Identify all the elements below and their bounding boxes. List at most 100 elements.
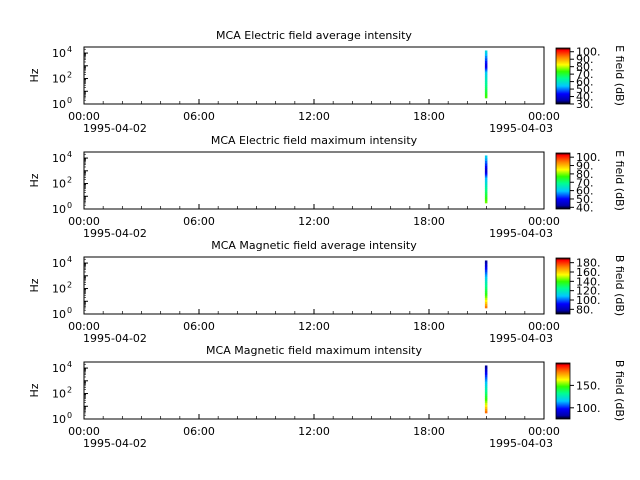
spectral-cell (484, 383, 488, 386)
spectral-cell (484, 276, 488, 279)
x-tick-label: 00:00 (528, 320, 560, 333)
plot-area (83, 256, 545, 315)
spectral-cell (484, 177, 488, 180)
colorbar-tick-label: 40. (576, 201, 594, 214)
y-tick-exponent: 4 (67, 150, 72, 159)
y-tick-exponent: 0 (67, 201, 72, 210)
spectral-cell (484, 198, 488, 202)
spectral-cell (484, 393, 488, 397)
x-date-label: 1995-04-03 (489, 437, 553, 450)
spectral-cell (484, 171, 488, 174)
spectral-cell (484, 76, 488, 80)
colorbar-tick-label: 70. (576, 176, 594, 189)
y-tick-label: 10 (52, 388, 66, 401)
y-tick-exponent: 2 (67, 386, 72, 395)
spectral-cell (484, 53, 488, 56)
colorbar-tick-label: 160. (576, 266, 601, 279)
panel-2: MCA Electric field maximum intensity 10 0 1… (28, 134, 626, 240)
y-axis-label: Hz (28, 278, 41, 292)
spectral-cell (484, 55, 488, 59)
spectral-cell (484, 266, 488, 269)
spectral-cell (484, 181, 488, 185)
x-tick-label: 06:00 (183, 320, 215, 333)
y-tick-exponent: 2 (67, 281, 72, 290)
y-tick-label: 10 (52, 152, 66, 165)
spectral-cell (484, 280, 488, 283)
spectral-cell (484, 365, 488, 368)
spectral-cell (484, 378, 488, 382)
panel-title: MCA Electric field maximum intensity (211, 134, 418, 147)
spectral-cell (484, 194, 488, 197)
colorbar-tick-label: 80. (576, 61, 594, 74)
colorbar-label: B field (dB) (613, 360, 626, 421)
spectral-cell (484, 160, 488, 164)
spectral-cell (484, 66, 488, 69)
x-tick-label: 06:00 (183, 425, 215, 438)
spectral-cell (484, 395, 488, 399)
spectral-cell (484, 263, 488, 266)
spectral-cell (484, 69, 488, 71)
spectral-cell (484, 179, 488, 183)
x-tick-label: 12:00 (298, 425, 330, 438)
colorbar-tick-label: 150. (576, 379, 601, 392)
spectral-cell (484, 373, 488, 376)
colorbar (555, 47, 571, 105)
x-date-label: 1995-04-03 (489, 332, 553, 345)
x-date-label: 1995-04-03 (489, 227, 553, 240)
x-date-label: 1995-04-02 (83, 332, 147, 345)
x-tick-label: 00:00 (68, 110, 100, 123)
spectral-cell (484, 188, 488, 191)
spectral-cell (484, 63, 488, 67)
colorbar-tick-label: 140. (576, 275, 601, 288)
colorbar (555, 257, 571, 315)
spectral-cell (484, 158, 488, 161)
colorbar-tick-label: 90. (576, 53, 594, 66)
colorbar-tick-label: 70. (576, 68, 594, 81)
spectral-cell (484, 288, 488, 292)
spectral-cell (484, 301, 488, 305)
spectral-cell (484, 58, 488, 62)
colorbar-tick-label: 100. (576, 402, 601, 415)
spectral-cell (484, 155, 488, 159)
spectral-cell (484, 83, 488, 86)
x-tick-label: 12:00 (298, 215, 330, 228)
spectral-cell (484, 299, 488, 302)
spectral-cell (484, 50, 488, 54)
spectral-cell (484, 89, 488, 92)
y-tick-label: 10 (52, 308, 66, 321)
plot-area (83, 46, 545, 105)
y-tick-exponent: 0 (67, 96, 72, 105)
x-tick-label: 00:00 (68, 320, 100, 333)
plot-area (83, 151, 545, 210)
y-tick-exponent: 0 (67, 306, 72, 315)
panel-title: MCA Magnetic field average intensity (211, 239, 417, 252)
x-date-label: 1995-04-02 (83, 122, 147, 135)
spectral-cell (484, 185, 488, 189)
y-tick-exponent: 4 (67, 360, 72, 369)
spectral-cell (484, 93, 488, 97)
x-tick-label: 00:00 (528, 215, 560, 228)
y-tick-exponent: 4 (67, 255, 72, 264)
spectral-cell (484, 174, 488, 176)
spectral-cell (484, 367, 488, 369)
spectral-cell (484, 87, 488, 90)
colorbar-tick-label: 50. (576, 83, 594, 96)
colorbar-tick-label: 120. (576, 285, 601, 298)
spectral-cell (484, 176, 488, 178)
y-tick-label: 10 (52, 98, 66, 111)
spectral-cell (484, 95, 488, 99)
spectral-cell (484, 370, 488, 373)
spectral-cell (484, 389, 488, 393)
y-axis-label: Hz (28, 383, 41, 397)
x-tick-label: 06:00 (183, 215, 215, 228)
spectral-cell (484, 60, 488, 64)
x-tick-label: 18:00 (413, 425, 445, 438)
x-tick-label: 18:00 (413, 110, 445, 123)
y-tick-label: 10 (52, 73, 66, 86)
spectral-cell (484, 183, 488, 187)
spectral-cell (484, 387, 488, 390)
colorbar-tick-label: 100. (576, 294, 601, 307)
spectral-cell (484, 70, 488, 72)
y-axis-label: Hz (28, 173, 41, 187)
